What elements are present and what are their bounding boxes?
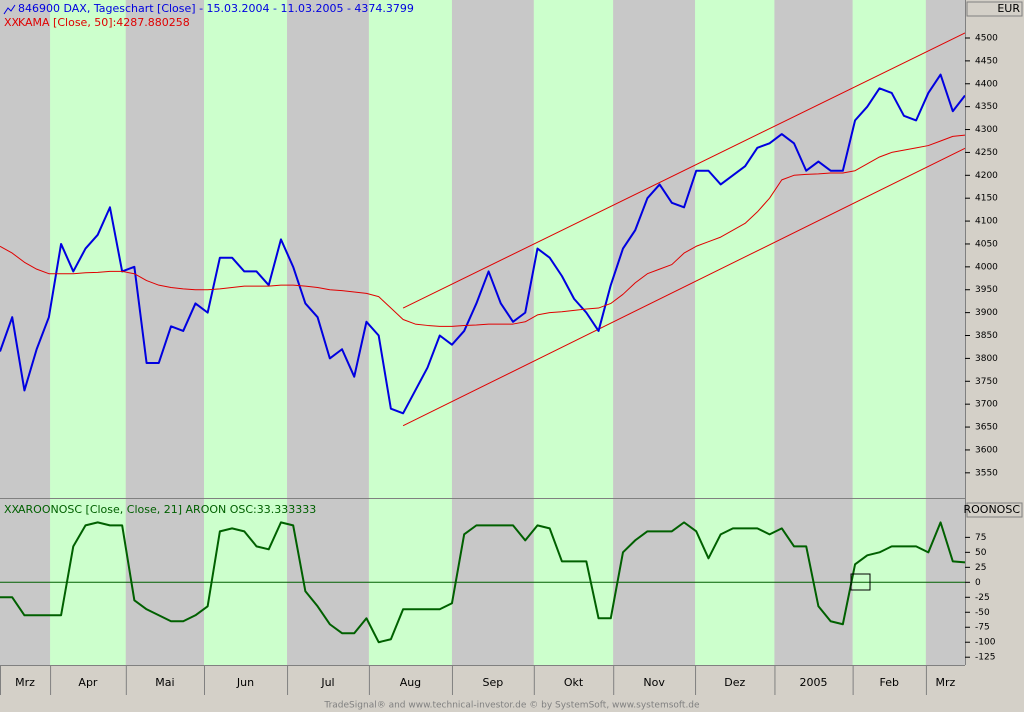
x-tick-label: Nov	[643, 676, 665, 689]
series-line	[0, 521, 966, 644]
y-tick-label: -50	[975, 608, 990, 618]
legend-icon: XX	[4, 503, 20, 516]
month-band	[533, 0, 614, 498]
trend-channel	[402, 32, 966, 309]
y-tick-label: -75	[975, 623, 990, 633]
x-tick-label: Mai	[155, 676, 174, 689]
cursor-box	[850, 573, 871, 591]
axis-unit: EUR	[997, 2, 1020, 15]
y-tick-label: 75	[975, 533, 986, 543]
y-tick-label: 3850	[975, 331, 998, 341]
month-band	[50, 0, 126, 498]
y-tick-label: 3650	[975, 423, 998, 433]
y-tick-label: 3700	[975, 400, 998, 410]
x-tick-label: Mrz	[936, 676, 956, 689]
y-tick-label: 3800	[975, 354, 998, 364]
x-tick-label: Aug	[400, 676, 421, 689]
y-tick-label: 0	[975, 578, 981, 588]
month-band	[287, 0, 369, 498]
x-tick-label: Sep	[483, 676, 504, 689]
y-tick-label: 4400	[975, 79, 998, 89]
month-band	[451, 0, 534, 498]
x-tick-label: Dez	[724, 676, 745, 689]
legend-entry: 846900 DAX, Tageschart [Close] - 15.03.2…	[18, 2, 414, 15]
y-tick-label: 3950	[975, 285, 998, 295]
y-tick-label: 4300	[975, 125, 998, 135]
y-tick-label: 3750	[975, 377, 998, 387]
axis-strip	[965, 0, 1024, 712]
y-tick-label: 4250	[975, 148, 998, 158]
trend-channel	[402, 147, 966, 427]
y-tick-label: 4000	[975, 262, 998, 272]
y-tick-label: 3550	[975, 468, 998, 478]
axis-unit: ROONOSC	[963, 503, 1020, 516]
y-tick-label: 4500	[975, 33, 998, 43]
y-tick-label: -100	[975, 638, 996, 648]
y-tick-label: 50	[975, 548, 987, 558]
y-tick-label: 3600	[975, 445, 998, 455]
x-tick-label: Okt	[564, 676, 584, 689]
footer: TradeSignal® and www.technical-investor.…	[323, 701, 700, 711]
legend-icon: XX	[4, 16, 20, 29]
month-band	[0, 0, 51, 498]
series-line	[0, 134, 966, 327]
y-tick-label: 4350	[975, 102, 998, 112]
legend-icon	[3, 4, 16, 15]
month-band	[203, 0, 288, 498]
y-tick-label: 4100	[975, 217, 998, 227]
axis-unit-box	[966, 502, 1023, 518]
axis-unit-box	[966, 1, 1023, 17]
y-tick-label: -25	[975, 593, 990, 603]
month-band	[925, 0, 965, 498]
month-band	[774, 0, 853, 498]
month-band	[613, 0, 696, 498]
x-tick-label: Jul	[320, 676, 334, 689]
x-tick-label: Mrz	[15, 676, 35, 689]
legend-entry: KAMA [Close, 50]:4287.880258	[18, 16, 190, 29]
y-tick-label: 25	[975, 563, 986, 573]
x-tick-label: 2005	[800, 676, 828, 689]
month-band	[695, 0, 775, 498]
series-line	[0, 73, 966, 415]
x-tick-label: Feb	[880, 676, 899, 689]
y-tick-label: 3900	[975, 308, 998, 318]
y-tick-label: 4200	[975, 171, 998, 181]
x-tick-label: Apr	[78, 676, 98, 689]
month-band	[852, 0, 926, 498]
y-tick-label: -125	[975, 653, 995, 663]
y-tick-label: 4050	[975, 239, 998, 249]
x-tick-label: Jun	[236, 676, 254, 689]
y-tick-label: 4450	[975, 56, 998, 66]
y-tick-label: 4150	[975, 194, 998, 204]
legend-entry: AROONOSC [Close, Close, 21] AROON OSC:33…	[18, 503, 316, 516]
month-band	[368, 0, 452, 498]
month-band	[125, 0, 204, 498]
